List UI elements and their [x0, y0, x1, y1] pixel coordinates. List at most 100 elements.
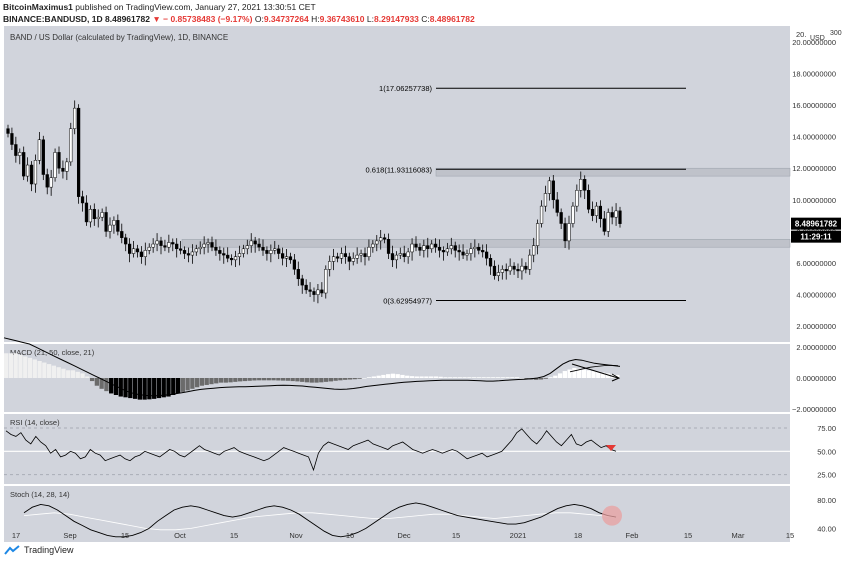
- author-name[interactable]: BitcoinMaximus1: [3, 2, 73, 12]
- macd-histogram-bar: [27, 357, 33, 378]
- candle-body: [175, 243, 179, 250]
- candle-body: [69, 128, 73, 163]
- y-extra-label: 300: [830, 30, 842, 37]
- candle-body: [590, 209, 595, 216]
- candle-body: [308, 289, 312, 292]
- macd-histogram-bar: [543, 378, 548, 379]
- candle-body: [363, 253, 367, 257]
- stoch-y-tick-label: 40.00: [817, 524, 836, 533]
- macd-histogram-bar: [18, 354, 23, 378]
- candle-body: [304, 284, 308, 291]
- macd-histogram-bar: [414, 376, 419, 378]
- candle-body: [484, 251, 489, 259]
- macd-histogram-bar: [147, 378, 152, 400]
- macd-histogram-bar: [85, 376, 90, 378]
- chart-area[interactable]: BAND / US Dollar (calculated by TradingV…: [0, 26, 850, 542]
- candle-body: [445, 248, 450, 253]
- macd-histogram-bar: [271, 378, 276, 381]
- footer: TradingView: [4, 545, 74, 555]
- stoch-d-line: [23, 512, 617, 531]
- macd-histogram-bar: [204, 378, 209, 385]
- candle-body: [469, 248, 473, 254]
- candle-body: [398, 253, 402, 256]
- candle-body: [120, 231, 124, 238]
- change-text: − 0.85738483 (−9.17%): [163, 14, 253, 24]
- candle-body: [104, 212, 108, 232]
- macd-histogram-bar: [223, 378, 228, 383]
- candle-body: [210, 242, 214, 248]
- candle-body: [555, 199, 559, 213]
- candle-body: [610, 212, 614, 218]
- candle-body: [520, 265, 524, 272]
- macd-histogram-bar: [433, 376, 439, 378]
- y-tick-label: 16.00000000: [792, 101, 836, 110]
- y-tick-label: 14.00000000: [792, 133, 836, 142]
- rsi-title: RSI (14, close): [10, 418, 60, 427]
- macd-signal-line: [569, 364, 619, 373]
- macd-histogram-bar: [166, 378, 171, 397]
- candle-body: [386, 239, 391, 254]
- macd-histogram-bar: [209, 378, 214, 385]
- macd-y-tick-label: −2.00000000: [792, 405, 836, 414]
- macd-histogram-bar: [615, 374, 620, 378]
- candle-body: [108, 224, 112, 232]
- candle-body: [586, 190, 591, 210]
- macd-histogram-bar: [13, 353, 18, 378]
- candle-body: [473, 246, 477, 250]
- macd-histogram-bar: [524, 378, 529, 379]
- macd-histogram-bar: [443, 377, 448, 378]
- macd-histogram-bar: [476, 377, 482, 378]
- candle-body: [139, 251, 144, 257]
- candle-body: [49, 177, 53, 188]
- macd-histogram-bar: [572, 367, 577, 378]
- macd-histogram-bar: [247, 378, 252, 381]
- candle-body: [116, 220, 120, 232]
- candle-body: [206, 242, 210, 245]
- price-panel-background: [4, 26, 790, 342]
- close-ohlc-value: 8.48961782: [429, 14, 475, 24]
- candle-body: [171, 242, 175, 245]
- macd-histogram-bar: [371, 376, 376, 378]
- candle-body: [226, 254, 230, 259]
- macd-trend-arrow-icon: [611, 373, 621, 382]
- x-tick-label: 15: [230, 531, 238, 540]
- candle-body: [488, 258, 493, 267]
- macd-histogram-bar: [171, 378, 176, 395]
- macd-histogram-bar: [395, 374, 400, 378]
- candle-body: [320, 289, 324, 294]
- x-tick-label: 15: [121, 531, 129, 540]
- macd-histogram-bar: [304, 378, 310, 383]
- macd-histogram-bar: [438, 376, 443, 378]
- x-tick-label: Nov: [289, 531, 303, 540]
- support-resistance-zone: [181, 239, 791, 248]
- y-tick-label: 6.00000000: [796, 259, 836, 268]
- macd-title: MACD (21, 50, close, 21): [10, 348, 95, 357]
- macd-histogram-bar: [175, 378, 181, 394]
- candle-body: [394, 254, 399, 261]
- macd-histogram-bar: [109, 378, 114, 394]
- macd-histogram-bar: [42, 362, 47, 378]
- candle-body: [567, 223, 571, 242]
- macd-histogram-bar: [66, 370, 71, 378]
- macd-histogram-bar: [381, 374, 386, 378]
- brand-name[interactable]: TradingView: [24, 545, 74, 555]
- currency-label: USD: [810, 35, 825, 42]
- y-tick-label: 18.00000000: [792, 69, 836, 78]
- y-tick-label: 12.00000000: [792, 164, 836, 173]
- candle-body: [335, 256, 340, 259]
- low-value: 8.29147933: [374, 14, 419, 24]
- candle-body: [371, 243, 375, 248]
- macd-histogram-bar: [46, 364, 52, 378]
- macd-histogram-bar: [195, 378, 200, 388]
- macd-histogram-bar: [23, 356, 28, 378]
- candle-body: [614, 210, 618, 218]
- macd-histogram-bar: [185, 378, 190, 391]
- candle-body: [532, 245, 536, 256]
- candle-body: [249, 240, 253, 246]
- macd-histogram-bar: [366, 377, 372, 378]
- down-arrow-icon: ▼: [152, 14, 161, 24]
- stoch-k-line: [23, 502, 617, 538]
- candle-body: [245, 245, 249, 250]
- candle-body: [269, 250, 273, 254]
- candle-body: [402, 253, 406, 257]
